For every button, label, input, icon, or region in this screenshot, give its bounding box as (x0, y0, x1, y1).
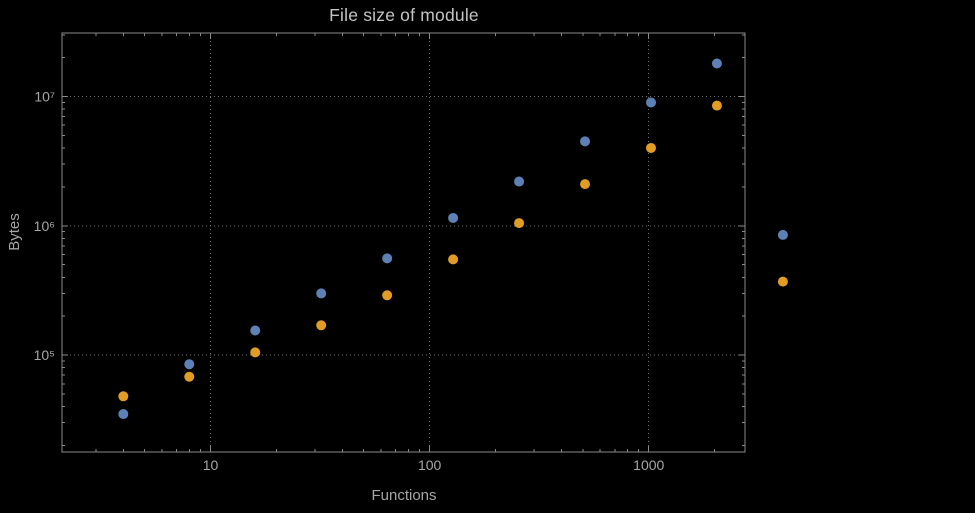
data-point-series-orange (711, 100, 722, 111)
data-point-series-orange (448, 254, 459, 265)
data-point-series-blue (382, 253, 393, 264)
data-point-series-orange (184, 371, 195, 382)
data-point-series-blue (448, 212, 459, 223)
data-point-series-orange (514, 218, 525, 229)
data-point-series-orange (777, 276, 788, 287)
data-point-series-orange (382, 290, 393, 301)
plot-frame (61, 32, 746, 453)
data-point-series-orange (250, 347, 261, 358)
data-point-series-blue (711, 58, 722, 69)
x-tick-label: 1000 (633, 457, 664, 473)
x-tick-label: 100 (418, 457, 442, 473)
data-point-series-blue (645, 97, 656, 108)
data-point-series-blue (250, 325, 261, 336)
chart-title: File size of module (329, 5, 479, 25)
data-point-series-orange (645, 142, 656, 153)
y-tick-label: 10⁵ (34, 347, 55, 363)
data-point-series-orange (580, 179, 591, 190)
y-tick-label: 10⁷ (34, 89, 55, 105)
data-point-series-blue (777, 229, 788, 240)
data-point-series-orange (316, 320, 327, 331)
data-point-series-orange (118, 391, 129, 402)
y-tick-label: 10⁶ (34, 218, 55, 234)
data-point-series-blue (514, 176, 525, 187)
data-point-series-blue (184, 359, 195, 370)
y-axis-label: Bytes (6, 213, 23, 251)
data-point-series-blue (118, 409, 129, 420)
x-tick-label: 10 (203, 457, 219, 473)
x-axis-label: Functions (371, 487, 437, 504)
data-point-series-blue (316, 288, 327, 299)
data-point-series-blue (580, 136, 591, 147)
